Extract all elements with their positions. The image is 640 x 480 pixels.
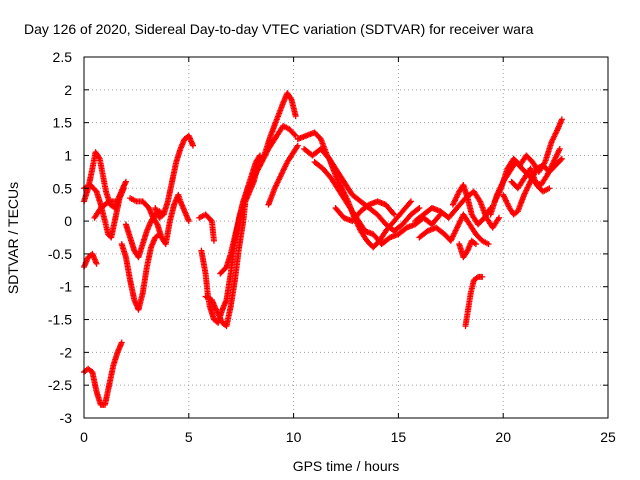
data-point: [120, 185, 127, 192]
series-14: [265, 142, 301, 208]
data-points: [81, 90, 565, 408]
data-point: [292, 113, 299, 120]
series-22: [456, 237, 479, 261]
data-point: [557, 156, 564, 163]
data-point: [104, 199, 111, 206]
series-4: [81, 339, 125, 408]
data-point: [391, 211, 398, 218]
series-23: [462, 273, 486, 330]
data-point: [496, 214, 503, 221]
y-tick-label: 1.5: [53, 115, 73, 131]
data-point: [189, 142, 196, 149]
x-tick-label: 15: [391, 429, 407, 445]
x-tick-label: 20: [495, 429, 511, 445]
y-tick-labels: 2.5 2 1.5 1 0.5 0 -0.5 -1 -1.5 -2 -2.5 -3: [48, 49, 72, 426]
data-point: [556, 145, 563, 152]
series-10: [196, 211, 217, 244]
data-point: [558, 155, 565, 162]
data-point: [407, 198, 414, 205]
data-point: [293, 143, 300, 150]
data-point: [185, 218, 192, 225]
y-tick-label: -1: [60, 279, 73, 295]
series-18: [332, 198, 398, 225]
x-tick-label: 25: [600, 429, 616, 445]
y-tick-label: -0.5: [48, 246, 72, 262]
series-2: [81, 181, 127, 241]
data-point: [291, 131, 298, 138]
y-tick-label: 0: [64, 213, 72, 229]
y-tick-label: -2.5: [48, 377, 72, 393]
y-axis-label: SDTVAR / TECUs: [5, 182, 21, 294]
y-tick-label: 0.5: [53, 180, 73, 196]
x-tick-label: 0: [80, 429, 88, 445]
y-tick-label: 2.5: [53, 49, 73, 65]
data-point: [287, 95, 294, 102]
data-point: [546, 185, 553, 192]
data-point: [479, 273, 486, 280]
chart-title: Day 126 of 2020, Sidereal Day-to-day VTE…: [24, 21, 534, 37]
data-point: [294, 142, 301, 149]
data-point: [95, 154, 102, 161]
y-tick-label: -1.5: [48, 312, 72, 328]
series-27: [508, 165, 553, 195]
data-point: [122, 178, 129, 185]
series-3: [81, 250, 100, 271]
series-13: [217, 122, 299, 277]
data-point: [558, 116, 565, 123]
data-point: [390, 210, 397, 217]
data-point: [210, 237, 217, 244]
y-tick-label: 2: [64, 82, 72, 98]
plot-frame: [83, 56, 609, 419]
y-tick-label: -3: [60, 410, 73, 426]
x-tick-labels: 0 5 10 15 20 25: [80, 429, 616, 445]
series-6: [118, 231, 163, 313]
series-21: [449, 181, 494, 228]
data-point: [207, 216, 214, 223]
series-5: [91, 198, 119, 221]
x-axis-label: GPS time / hours: [293, 458, 400, 474]
data-point: [485, 241, 492, 248]
data-point: [112, 198, 119, 205]
data-point: [472, 241, 479, 248]
data-point: [153, 220, 160, 227]
series-9: [152, 132, 196, 221]
data-point: [406, 199, 413, 206]
y-tick-label: 1: [64, 147, 72, 163]
axis-ticks: [83, 56, 609, 419]
data-point: [292, 132, 299, 139]
data-point: [416, 204, 423, 211]
series-20: [416, 211, 492, 248]
data-point: [436, 212, 443, 219]
series-8: [127, 191, 192, 248]
x-tick-label: 5: [185, 429, 193, 445]
data-point: [118, 339, 125, 346]
x-tick-label: 10: [286, 429, 302, 445]
data-point: [93, 260, 100, 267]
y-tick-label: -2: [60, 344, 73, 360]
data-point: [415, 205, 422, 212]
